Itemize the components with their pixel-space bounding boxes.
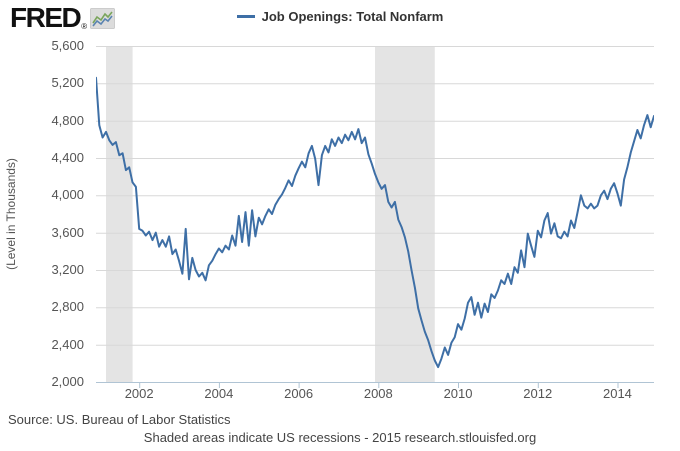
legend-label: Job Openings: Total Nonfarm xyxy=(261,9,444,24)
y-axis-tick-label: 5,200 xyxy=(51,75,84,91)
x-axis-tick-label: 2002 xyxy=(124,386,154,401)
y-axis-tick-label: 2,400 xyxy=(51,336,84,352)
y-axis-tick-label: 5,600 xyxy=(51,38,84,53)
x-axis-tick-label: 2008 xyxy=(363,386,393,401)
x-axis-tick-label: 2014 xyxy=(602,386,632,401)
y-axis-tick-label: 4,400 xyxy=(51,150,84,165)
y-axis-tick-label: 2,000 xyxy=(51,374,84,389)
chart-plot-area[interactable] xyxy=(96,46,654,391)
legend: Job Openings: Total Nonfarm xyxy=(0,9,680,24)
fred-logo-text: FRED xyxy=(10,2,82,33)
y-axis-tick-label: 3,600 xyxy=(51,224,84,240)
y-axis-title: (Level in Thousands) xyxy=(4,158,18,270)
recession-note-text: Shaded areas indicate US recessions - 20… xyxy=(143,430,537,445)
recession-band xyxy=(375,46,435,382)
recession-band xyxy=(106,46,133,382)
source-text: Source: US. Bureau of Labor Statistics xyxy=(8,412,231,427)
y-axis-tick-label: 4,800 xyxy=(51,112,84,128)
fred-logo[interactable]: FRED ® xyxy=(10,2,116,33)
fred-logo-chart-icon xyxy=(90,8,116,29)
x-axis-tick-label: 2006 xyxy=(284,386,314,401)
x-axis-tick-label: 2004 xyxy=(204,386,234,401)
y-axis-tick-label: 2,800 xyxy=(51,299,84,315)
y-axis-tick-label: 4,000 xyxy=(51,187,84,203)
x-axis-tick-label: 2010 xyxy=(443,386,473,401)
legend-line-swatch xyxy=(236,15,255,18)
registered-mark-icon: ® xyxy=(81,22,88,31)
y-axis-tick-label: 3,200 xyxy=(51,262,84,277)
x-axis-tick-label: 2012 xyxy=(523,386,553,401)
series-line xyxy=(96,76,654,369)
